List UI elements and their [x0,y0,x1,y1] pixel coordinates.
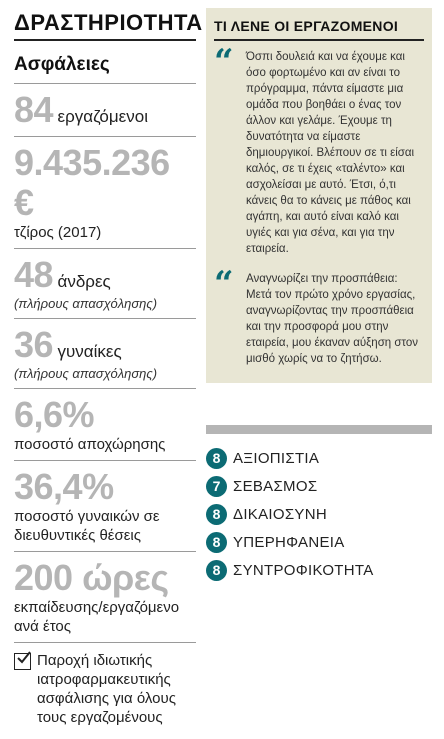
score-badge: 8 [206,531,227,553]
value-item: 8 ΣΥΝΤΡΟΦΙΚΟΤΗΤΑ [206,558,432,582]
stat-attrition: 6,6% ποσοστό αποχώρησης [14,389,196,461]
stat-men: 48 άνδρες (πλήρους απασχόλησης) [14,249,196,319]
stat-women: 36 γυναίκες (πλήρους απασχόλησης) [14,319,196,389]
stat-women-managers: 36,4% ποσοστό γυναικών σε διευθυντικές θ… [14,461,196,552]
stat-turnover: 9.435.236 € τζίρος (2017) [14,137,196,249]
stat-label: άνδρες [57,272,111,291]
value-item: 8 ΑΞΙΟΠΙΣΤΙΑ [206,446,432,470]
stat-training: 200 ώρες εκπαίδευσης/εργαζόμενο ανά έτος [14,552,196,643]
stat-label: εκπαίδευσης/εργαζόμενο ανά έτος [14,599,180,635]
stat-value: 9.435.236 € [14,142,170,223]
value-label: ΣΥΝΤΡΟΦΙΚΟΤΗΤΑ [233,561,374,579]
value-label: ΔΙΚΑΙΟΣΥΝΗ [233,505,327,523]
value-item: 7 ΣΕΒΑΣΜΟΣ [206,474,432,498]
quotes-divider [214,39,424,41]
score-badge: 8 [206,503,227,525]
stat-label: γυναίκες [57,342,122,361]
employees-column: ΤΙ ΛΕΝΕ ΟΙ ΕΡΓΑΖΟΜΕΝΟΙ “ Όσπι δουλειά κα… [206,8,432,586]
divider [14,83,196,84]
title-divider [14,39,196,41]
score-badge: 8 [206,447,227,469]
stat-label: εργαζόμενοι [57,107,149,126]
stat-value: 48 [14,254,54,295]
quotes-heading: ΤΙ ΛΕΝΕ ΟΙ ΕΡΓΑΖΟΜΕΝΟΙ [214,18,399,34]
checkmark-icon [14,651,31,670]
value-item: 8 ΔΙΚΑΙΟΣΥΝΗ [206,502,432,526]
stat-label: τζίρος (2017) [14,224,102,241]
stat-note: (πλήρους απασχόλησης) [14,366,158,381]
quote-item: “ Αναγνωρίζει την προσπάθεια: Μετά τον π… [214,267,424,367]
stat-value: 84 [14,89,54,130]
benefit-text: Παροχή ιδιωτικής ιατροφαρμακευτικής ασφά… [37,652,176,726]
quotes-panel: ΤΙ ΛΕΝΕ ΟΙ ΕΡΓΑΖΟΜΕΝΟΙ “ Όσπι δουλειά κα… [206,8,432,383]
stat-value: 200 ώρες [14,557,169,598]
values-divider [206,425,432,434]
quote-mark-icon: “ [214,42,234,82]
stat-value: 36 [14,324,54,365]
sector-name: Ασφάλειες [14,54,110,75]
quote-item: “ Όσπι δουλειά και να έχουμε και όσο φορ… [214,45,424,257]
section-title: ΔΡΑΣΤΗΡΙΟΤΗΤΑ [14,10,203,35]
stat-employees: 84 εργαζόμενοι [14,84,196,137]
stat-value: 6,6% [14,394,95,435]
value-label: ΣΕΒΑΣΜΟΣ [233,477,318,495]
score-badge: 7 [206,475,227,497]
value-item: 8 ΥΠΕΡΗΦΑΝΕΙΑ [206,530,432,554]
activity-column: ΔΡΑΣΤΗΡΙΟΤΗΤΑ Ασφάλειες 84 εργαζόμενοι 9… [14,8,203,727]
value-label: ΑΞΙΟΠΙΣΤΙΑ [233,449,320,467]
stat-label: ποσοστό γυναικών σε διευθυντικές θέσεις [14,508,160,544]
benefit-item: Παροχή ιδιωτικής ιατροφαρμακευτικής ασφά… [14,651,196,727]
stat-label: ποσοστό αποχώρησης [14,436,166,453]
value-label: ΥΠΕΡΗΦΑΝΕΙΑ [233,533,345,551]
quote-text: Όσπι δουλειά και να έχουμε και όσο φορτω… [246,51,415,255]
quote-mark-icon: “ [214,264,234,304]
quote-text: Αναγνωρίζει την προσπάθεια: Μετά τον πρώ… [246,273,419,365]
stat-value: 36,4% [14,466,114,507]
stat-note: (πλήρους απασχόλησης) [14,296,158,311]
score-badge: 8 [206,559,227,581]
